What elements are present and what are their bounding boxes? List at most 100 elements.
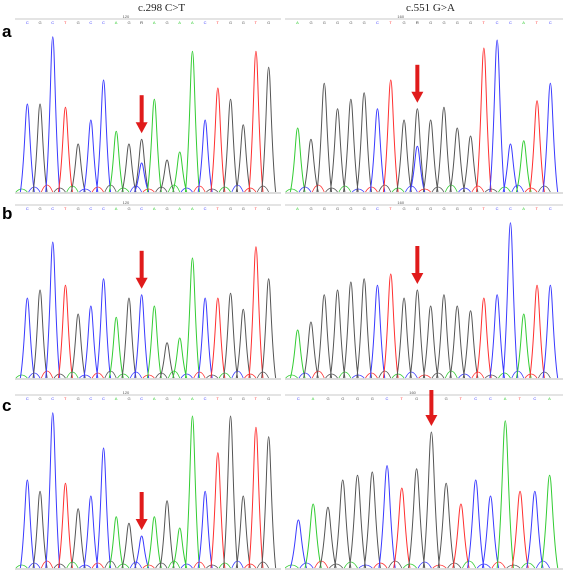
noise-trace (484, 188, 498, 193)
base-call-T: T (389, 20, 392, 25)
noise-trace (206, 374, 219, 379)
noise-trace (325, 187, 338, 193)
peak-T (511, 490, 529, 569)
noise-trace (285, 188, 298, 193)
chromatogram-panel-a-left: 120 C G C T G C C A G R A G A A C T G G T G (15, 14, 281, 196)
peak-C (83, 305, 99, 379)
peak-G (396, 119, 412, 193)
peak-G (422, 119, 439, 193)
noise-trace (471, 185, 485, 193)
peak-G (235, 124, 251, 193)
base-call-G: G (39, 206, 42, 211)
base-call-G: G (456, 206, 459, 211)
noise-trace (498, 372, 511, 379)
noise-trace (484, 374, 498, 379)
peak-C (134, 535, 150, 569)
base-call-A: A (504, 396, 507, 401)
base-call-G: G (323, 20, 326, 25)
noise-trace (91, 562, 104, 569)
noise-trace (218, 186, 231, 193)
position-label: 160 (397, 200, 404, 205)
peak-C (502, 143, 519, 193)
peak-C (197, 297, 213, 379)
noise-trace (358, 564, 373, 569)
base-call-G: G (336, 20, 339, 25)
base-call-G: G (242, 20, 245, 25)
base-call-A: A (153, 20, 156, 25)
base-call-C: C (474, 396, 477, 401)
peak-C (489, 294, 505, 379)
base-call-A: A (115, 206, 118, 211)
base-call-C: C (376, 206, 379, 211)
noise-trace (117, 373, 130, 379)
base-call-G: G (267, 20, 270, 25)
noise-trace (373, 562, 388, 569)
base-call-A: A (178, 206, 181, 211)
base-call-G: G (341, 396, 344, 401)
base-call-G: G (267, 206, 270, 211)
base-call-G: G (229, 396, 232, 401)
base-call-G: G (326, 396, 329, 401)
base-call-A: A (115, 20, 118, 25)
peak-G (316, 82, 333, 193)
peak-C (19, 103, 35, 193)
peak-G (363, 471, 381, 569)
peak-A (172, 527, 188, 569)
peak-G (334, 479, 352, 569)
base-call-C: C (549, 206, 552, 211)
peak-G (329, 289, 346, 379)
noise-trace (40, 370, 54, 379)
noise-trace (40, 184, 54, 193)
peak-T (529, 100, 545, 193)
base-call-C: C (496, 206, 499, 211)
peak-G (121, 143, 137, 193)
peak-G (235, 308, 251, 379)
base-call-A: A (522, 20, 525, 25)
base-call-G: G (127, 396, 130, 401)
noise-trace (418, 188, 431, 193)
peak-A (496, 420, 514, 569)
peak-G (261, 66, 277, 193)
noise-trace (311, 184, 325, 193)
base-call-G: G (77, 396, 80, 401)
peak-G (407, 468, 426, 569)
base-call-C: C (51, 396, 54, 401)
mutation-arrow (411, 64, 424, 103)
peak-G (32, 103, 48, 193)
peak-G (422, 305, 439, 379)
peak-G (436, 294, 452, 379)
peak-G (159, 342, 175, 379)
peak-A (515, 140, 532, 193)
noise-trace (180, 373, 193, 379)
peak-A (172, 151, 188, 193)
base-call-C: C (386, 396, 389, 401)
column-title-right: c.551 G>A (406, 2, 455, 14)
base-call-G: G (242, 396, 245, 401)
peak-A (515, 313, 532, 379)
peak-G (159, 159, 175, 193)
noise-trace (180, 563, 193, 569)
noise-trace (343, 561, 358, 569)
base-call-G: G (349, 206, 352, 211)
base-call-C: C (102, 396, 105, 401)
peak-A (146, 516, 162, 569)
base-call-A: A (191, 206, 194, 211)
position-label: 120 (123, 200, 130, 205)
base-call-T: T (254, 396, 257, 401)
peak-G (348, 474, 367, 569)
base-call-C: C (26, 206, 29, 211)
base-call-G: G (469, 206, 472, 211)
noise-trace (365, 186, 378, 193)
position-label: 120 (123, 14, 130, 19)
peak-C (289, 519, 307, 569)
peak-C (96, 447, 112, 569)
noise-trace (142, 188, 155, 193)
chromatogram-panel-b-right: 160 A G G G G G C T G G G G G G T C C A T C (285, 200, 563, 382)
base-call-T: T (536, 206, 539, 211)
peak-G (343, 98, 359, 193)
base-call-G: G (77, 20, 80, 25)
noise-trace (256, 371, 270, 379)
base-call-G: G (39, 396, 42, 401)
peak-secondary (409, 145, 426, 193)
mutation-arrow (411, 246, 424, 284)
